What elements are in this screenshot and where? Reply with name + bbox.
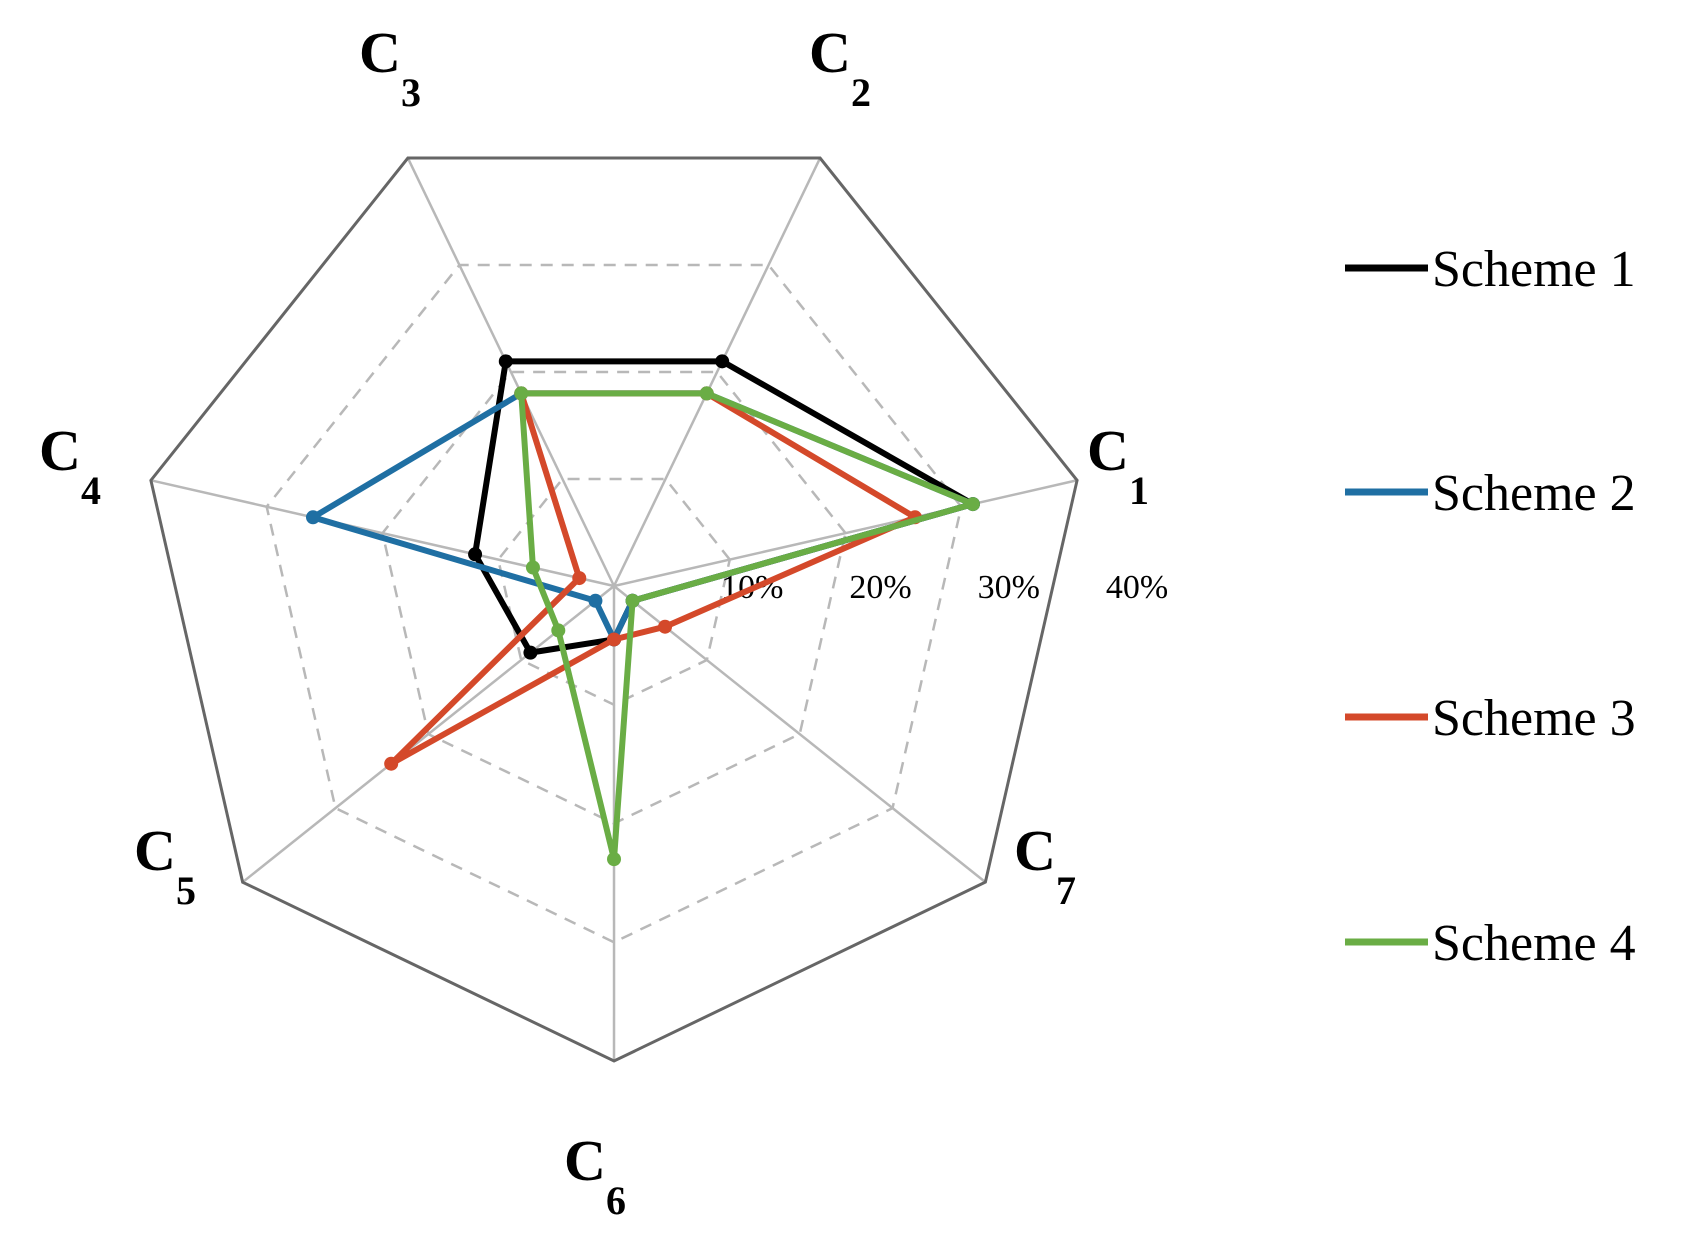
category-sub: 6 xyxy=(606,1178,626,1223)
category-main: C xyxy=(359,20,401,85)
category-label-c6: C6 xyxy=(564,1128,626,1223)
category-label-c3: C3 xyxy=(359,20,421,115)
legend-item-4: Scheme 4 xyxy=(1345,915,1636,972)
legend: Scheme 1 Scheme 2 Scheme 3 Scheme 4 xyxy=(1345,241,1636,972)
category-sub: 4 xyxy=(81,468,101,513)
category-main: C xyxy=(134,818,176,883)
spoke-c3 xyxy=(406,157,616,587)
series-4-point-c3 xyxy=(514,386,529,401)
category-label-c1: C1 xyxy=(1087,418,1149,513)
legend-label-1: Scheme 1 xyxy=(1432,241,1636,298)
tick-label-20: 20% xyxy=(849,569,911,606)
category-main: C xyxy=(39,418,81,483)
radar-grid xyxy=(149,156,1079,1063)
legend-item-2: Scheme 2 xyxy=(1345,465,1636,522)
series-3-point-c4 xyxy=(572,571,587,586)
series-4-point-c4 xyxy=(525,560,540,575)
series-3-point-c6 xyxy=(607,632,622,647)
grid-ring-20 xyxy=(381,370,847,825)
spoke-c7 xyxy=(613,585,987,884)
legend-label-2: Scheme 2 xyxy=(1432,465,1636,522)
series-2-point-c5 xyxy=(588,593,603,608)
series-4-point-c2 xyxy=(699,386,714,401)
grid-ring-40 xyxy=(149,156,1079,1063)
category-sub: 1 xyxy=(1129,468,1149,513)
category-sub: 5 xyxy=(176,868,196,913)
series-1-point-c2 xyxy=(715,354,730,369)
tick-label-40: 40% xyxy=(1106,569,1168,606)
category-main: C xyxy=(1087,418,1129,483)
legend-item-3: Scheme 3 xyxy=(1345,690,1636,747)
series-4-point-c1 xyxy=(965,497,980,512)
category-main: C xyxy=(564,1128,606,1193)
category-main: C xyxy=(809,20,851,85)
grid-ring-30 xyxy=(265,263,963,944)
series-4 xyxy=(514,386,980,867)
category-label-c7: C7 xyxy=(1014,818,1076,913)
legend-item-1: Scheme 1 xyxy=(1345,241,1636,298)
category-sub: 3 xyxy=(401,70,421,115)
series-1-point-c4 xyxy=(468,547,483,562)
category-label-c4: C4 xyxy=(39,418,101,513)
series-3-point-c5 xyxy=(384,756,399,771)
series-1-point-c5 xyxy=(523,645,538,660)
category-main: C xyxy=(1014,818,1056,883)
series-line-4 xyxy=(518,390,976,863)
series-1-point-c3 xyxy=(498,354,513,369)
category-sub: 2 xyxy=(851,70,871,115)
category-sub: 7 xyxy=(1056,868,1076,913)
legend-label-3: Scheme 3 xyxy=(1432,690,1636,747)
series-3-point-c7 xyxy=(658,619,673,634)
series-2-point-c4 xyxy=(305,510,320,525)
category-label-c2: C2 xyxy=(809,20,871,115)
series-4-point-c5 xyxy=(551,623,566,638)
spoke-c2 xyxy=(612,157,822,587)
radar-series xyxy=(305,354,980,867)
series-2 xyxy=(305,386,980,647)
tick-label-30: 30% xyxy=(978,569,1040,606)
legend-label-4: Scheme 4 xyxy=(1432,915,1636,972)
series-4-point-c6 xyxy=(607,852,622,867)
category-label-c5: C5 xyxy=(134,818,196,913)
series-4-point-c7 xyxy=(625,593,640,608)
series-3 xyxy=(384,386,923,771)
